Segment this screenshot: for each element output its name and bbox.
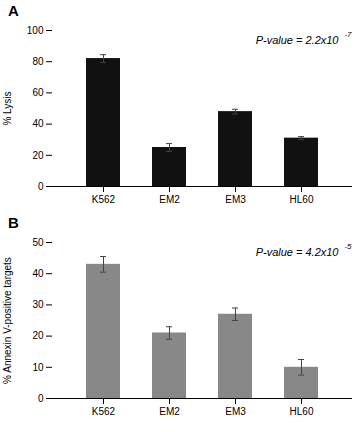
svg-text:0: 0 [38, 181, 44, 192]
svg-text:K562: K562 [92, 406, 116, 417]
svg-text:20: 20 [32, 150, 44, 161]
svg-text:40: 40 [32, 268, 44, 279]
svg-text:-5: -5 [344, 242, 352, 251]
svg-text:40: 40 [32, 118, 44, 129]
svg-text:EM3: EM3 [225, 406, 246, 417]
svg-text:% Lysis: % Lysis [2, 91, 13, 125]
svg-text:-7: -7 [344, 30, 352, 39]
svg-text:100: 100 [27, 25, 44, 36]
svg-text:60: 60 [32, 87, 44, 98]
svg-text:P-value = 2.2x10: P-value = 2.2x10 [256, 34, 340, 46]
svg-text:% Annexin V-positive targets: % Annexin V-positive targets [2, 257, 13, 384]
svg-text:80: 80 [32, 56, 44, 67]
html-text:A: A [8, 2, 19, 19]
svg-text:HL60: HL60 [290, 406, 314, 417]
html-text:B: B [8, 214, 19, 231]
svg-text:K562: K562 [92, 194, 116, 205]
svg-text:30: 30 [32, 299, 44, 310]
svg-text:50: 50 [32, 237, 44, 248]
svg-text:EM2: EM2 [159, 406, 180, 417]
svg-text:P-value = 4.2x10: P-value = 4.2x10 [256, 246, 340, 258]
svg-text:10: 10 [32, 362, 44, 373]
svg-text:EM3: EM3 [225, 194, 246, 205]
svg-text:0: 0 [38, 393, 44, 404]
svg-text:20: 20 [32, 330, 44, 341]
svg-text:HL60: HL60 [290, 194, 314, 205]
svg-text:EM2: EM2 [159, 194, 180, 205]
